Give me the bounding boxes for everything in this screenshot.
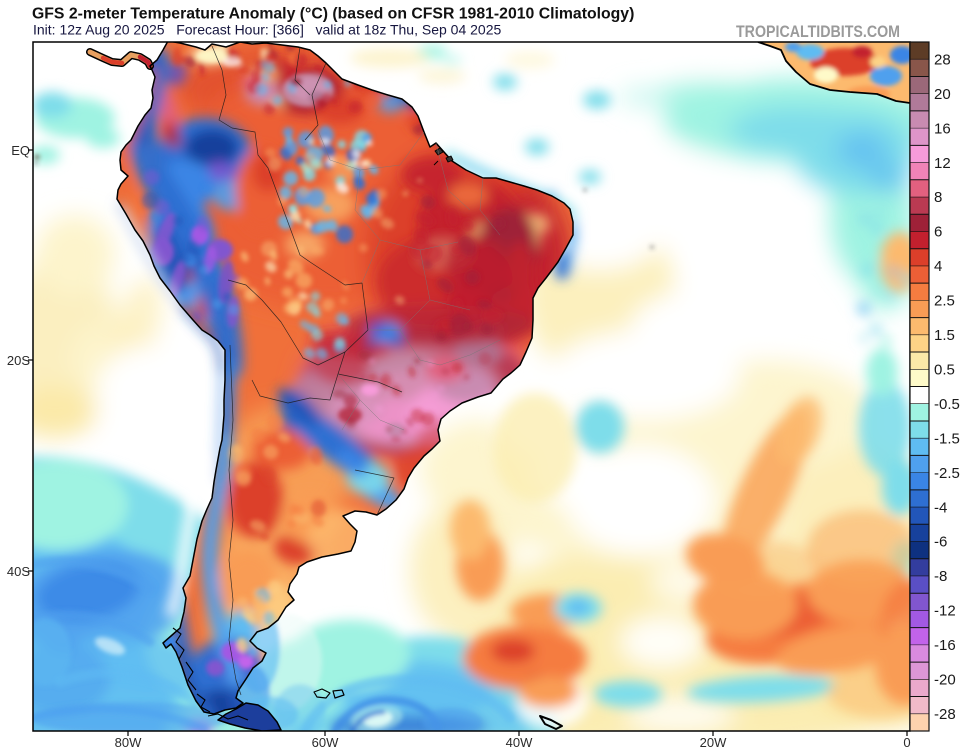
svg-text:20S: 20S [7, 353, 30, 368]
svg-text:80W: 80W [115, 735, 142, 750]
svg-text:40W: 40W [506, 735, 533, 750]
svg-text:EQ: EQ [11, 143, 30, 158]
svg-text:60W: 60W [312, 735, 339, 750]
svg-text:GFS 2-meter Temperature Anomal: GFS 2-meter Temperature Anomaly (°C) (ba… [32, 6, 634, 23]
svg-text:20: 20 [934, 86, 951, 103]
svg-text:-6: -6 [934, 534, 947, 551]
svg-text:1.5: 1.5 [934, 327, 955, 344]
svg-text:0.5: 0.5 [934, 361, 955, 378]
svg-text:4: 4 [934, 258, 942, 275]
svg-text:-8: -8 [934, 568, 947, 585]
svg-text:8: 8 [934, 189, 942, 206]
svg-text:6: 6 [934, 224, 942, 241]
svg-text:-1.5: -1.5 [934, 430, 960, 447]
svg-text:12: 12 [934, 155, 951, 172]
svg-text:20W: 20W [700, 735, 727, 750]
svg-text:-4: -4 [934, 499, 947, 516]
svg-text:-2.5: -2.5 [934, 465, 960, 482]
svg-text:-20: -20 [934, 672, 956, 689]
svg-text:-12: -12 [934, 603, 956, 620]
svg-text:Init: 12z Aug 20 2025 Foreca: Init: 12z Aug 20 2025 Forecast Hour: [36… [33, 22, 501, 38]
svg-text:-0.5: -0.5 [934, 396, 960, 413]
svg-text:28: 28 [934, 51, 951, 68]
svg-text:40S: 40S [7, 564, 30, 579]
svg-text:-28: -28 [934, 706, 956, 723]
svg-text:0: 0 [903, 735, 910, 750]
svg-text:-16: -16 [934, 637, 956, 654]
svg-text:TROPICALTIDBITS.COM: TROPICALTIDBITS.COM [736, 22, 900, 41]
svg-text:2.5: 2.5 [934, 293, 955, 310]
svg-text:16: 16 [934, 120, 951, 137]
